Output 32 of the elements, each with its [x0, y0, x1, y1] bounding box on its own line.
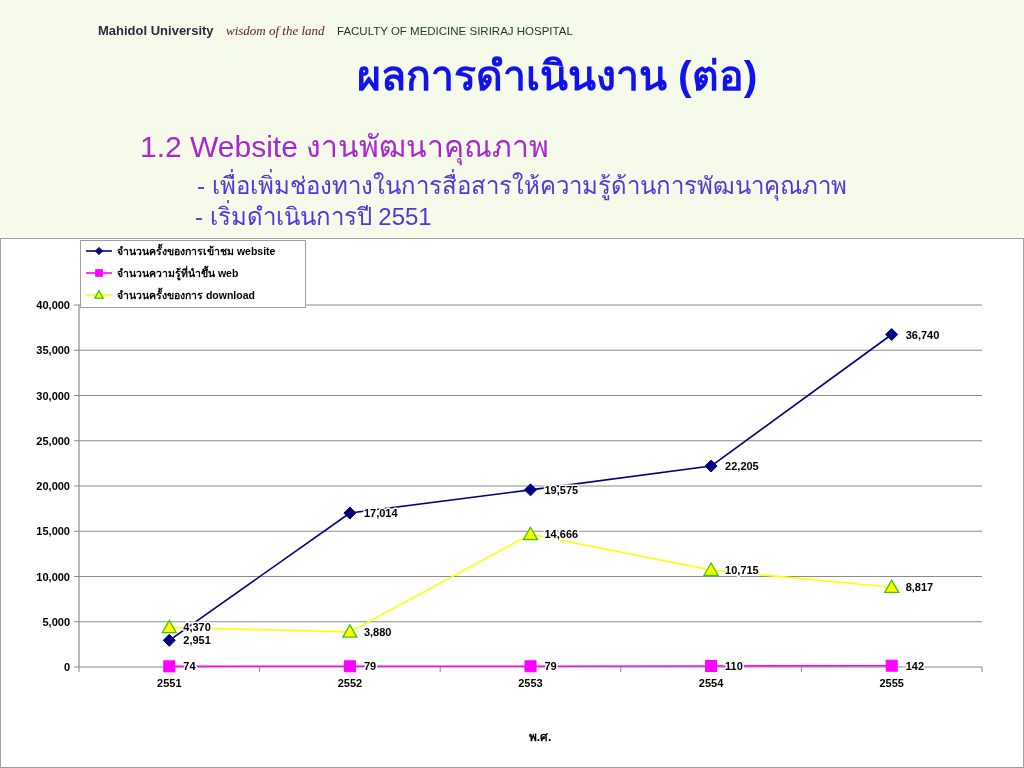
- annotation: Mahidol University: [98, 23, 214, 38]
- value-label: 19,575: [544, 483, 579, 496]
- ytick-label: 20,000: [36, 480, 70, 492]
- ytick-label: 5,000: [42, 615, 70, 628]
- ytick-label: 10,000: [36, 570, 70, 583]
- value-label: 17,014: [363, 507, 398, 519]
- title: ผลการดำเนินงาน (ต่อ): [356, 53, 758, 99]
- value-label: 142: [905, 659, 925, 672]
- value-label: 3,880: [363, 625, 392, 638]
- xtick-label: 2555: [879, 677, 904, 689]
- value-label: 14,666: [544, 528, 579, 541]
- legend-label: จำนวนครั้งของการ download: [117, 289, 255, 301]
- xlabel: พ.ศ.: [528, 730, 552, 744]
- legend-label: จำนวนครั้งของการเข้าชม website: [117, 245, 276, 257]
- xtick-label: 2553: [518, 677, 543, 689]
- ytick-label: 25,000: [36, 434, 70, 447]
- value-label: 10,715: [725, 564, 759, 577]
- ytick-label: 15,000: [36, 525, 70, 538]
- xtick-label: 2554: [698, 677, 724, 689]
- annotation: FACULTY OF MEDICINE SIRIRAJ HOSPITAL: [337, 25, 573, 37]
- xtick-label: 2551: [157, 677, 182, 689]
- ytick-label: 40,000: [36, 299, 70, 311]
- value-label: 22,205: [725, 460, 759, 473]
- value-label: 8,817: [905, 581, 934, 594]
- xtick-label: 2552: [337, 677, 363, 689]
- annotation: wisdom of the land: [226, 23, 325, 38]
- ytick-label: 0: [63, 661, 70, 673]
- value-label: 36,740: [905, 328, 940, 341]
- ytick-label: 35,000: [36, 344, 70, 357]
- value-label: 2,951: [183, 634, 211, 647]
- ytick-label: 30,000: [36, 389, 70, 402]
- legend-label: จำนวนความรู้ที่นำขึ้น web: [117, 267, 239, 279]
